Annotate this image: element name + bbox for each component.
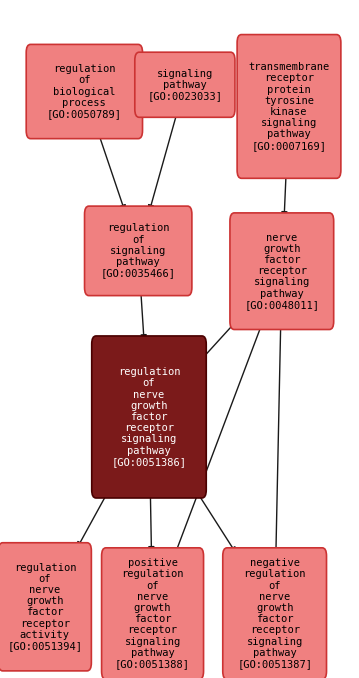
- Text: regulation
of
biological
process
[GO:0050789]: regulation of biological process [GO:005…: [47, 64, 122, 119]
- Text: signaling
pathway
[GO:0023033]: signaling pathway [GO:0023033]: [148, 68, 222, 101]
- Text: regulation
of
nerve
growth
factor
receptor
signaling
pathway
[GO:0051386]: regulation of nerve growth factor recept…: [112, 367, 186, 466]
- FancyBboxPatch shape: [230, 213, 334, 330]
- FancyBboxPatch shape: [0, 542, 91, 671]
- Text: negative
regulation
of
nerve
growth
factor
receptor
signaling
pathway
[GO:005138: negative regulation of nerve growth fact…: [237, 558, 312, 669]
- Text: regulation
of
nerve
growth
factor
receptor
activity
[GO:0051394]: regulation of nerve growth factor recept…: [8, 563, 82, 651]
- FancyBboxPatch shape: [26, 45, 143, 138]
- Text: positive
regulation
of
nerve
growth
factor
receptor
signaling
pathway
[GO:005138: positive regulation of nerve growth fact…: [115, 558, 190, 669]
- FancyBboxPatch shape: [237, 35, 341, 178]
- FancyBboxPatch shape: [135, 52, 235, 117]
- Text: transmembrane
receptor
protein
tyrosine
kinase
signaling
pathway
[GO:0007169]: transmembrane receptor protein tyrosine …: [248, 62, 330, 151]
- FancyBboxPatch shape: [92, 336, 206, 498]
- FancyBboxPatch shape: [85, 206, 192, 296]
- Text: nerve
growth
factor
receptor
signaling
pathway
[GO:0048011]: nerve growth factor receptor signaling p…: [244, 233, 319, 310]
- Text: regulation
of
signaling
pathway
[GO:0035466]: regulation of signaling pathway [GO:0035…: [101, 224, 176, 278]
- FancyBboxPatch shape: [102, 548, 204, 678]
- FancyBboxPatch shape: [223, 548, 327, 678]
